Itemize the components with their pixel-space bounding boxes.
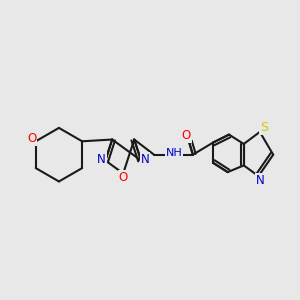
Text: O: O	[182, 129, 191, 142]
Text: N: N	[97, 153, 106, 166]
Text: S: S	[260, 122, 268, 134]
Text: NH: NH	[166, 148, 182, 158]
Text: N: N	[141, 153, 149, 166]
Text: O: O	[118, 171, 128, 184]
Text: O: O	[27, 132, 36, 145]
Text: N: N	[255, 174, 264, 187]
